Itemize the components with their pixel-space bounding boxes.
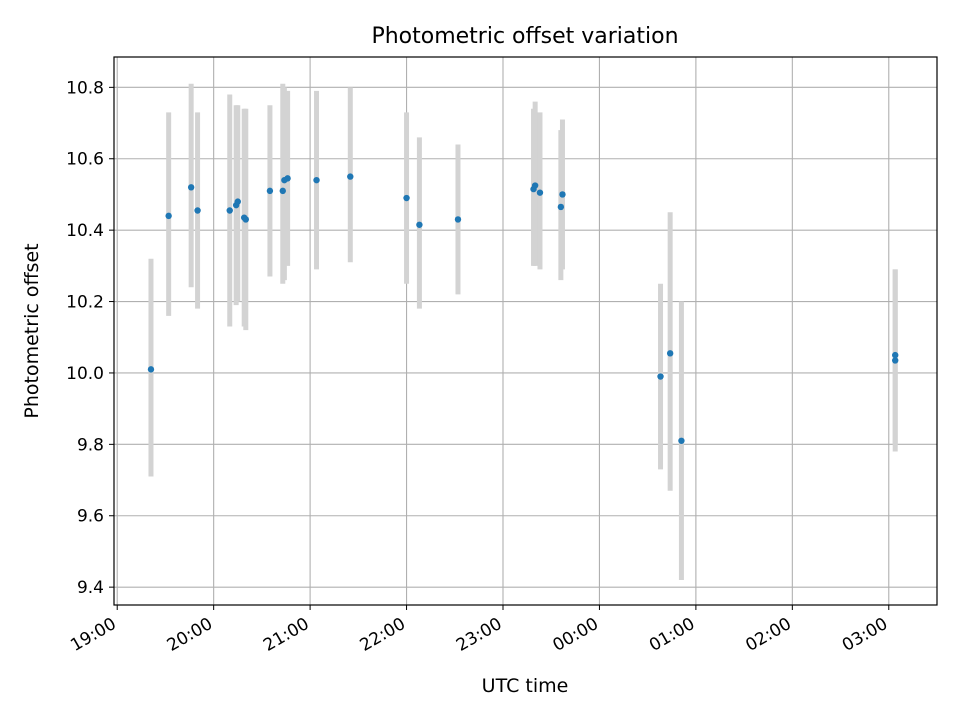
data-point [531, 182, 539, 189]
data-point [347, 173, 354, 180]
y-tick-label: 10.2 [66, 293, 104, 313]
grid [114, 57, 937, 605]
data-point [279, 187, 286, 195]
data-point [657, 373, 664, 380]
data-point [666, 350, 674, 357]
y-axis-label: Photometric offset [21, 243, 43, 418]
y-tick-label: 10.6 [66, 150, 104, 170]
y-tick-label: 10.4 [66, 221, 104, 241]
data-point [284, 175, 291, 182]
data-point [226, 207, 233, 214]
data-point [892, 357, 899, 364]
data-point [194, 207, 201, 214]
data-point [165, 212, 172, 220]
data-point [416, 221, 423, 228]
plot-frame [113, 56, 938, 606]
data-point [266, 187, 274, 195]
data-point [242, 216, 250, 223]
data-point [313, 176, 320, 184]
y-tick-label: 9.8 [77, 435, 104, 455]
data-point [454, 216, 462, 223]
y-tick-label: 9.4 [77, 578, 104, 598]
data-point [892, 351, 899, 359]
data-point [559, 191, 566, 198]
chart-title: Photometric offset variation [371, 24, 678, 49]
data-point [234, 198, 241, 205]
y-axis-ticks: 9.4 9.6 9.8 10.0 10.2 10.4 10.6 10.8 [66, 78, 114, 598]
x-axis-label: UTC time [482, 675, 569, 697]
y-tick-label: 10.0 [66, 364, 104, 384]
data-point [678, 437, 685, 444]
data-points [147, 173, 899, 444]
data-point [147, 366, 155, 373]
y-tick-label: 10.8 [66, 78, 104, 98]
data-point [403, 194, 410, 202]
y-tick-label: 9.6 [77, 507, 104, 527]
data-point [187, 184, 195, 191]
data-point [557, 203, 565, 211]
data-point [536, 189, 544, 196]
